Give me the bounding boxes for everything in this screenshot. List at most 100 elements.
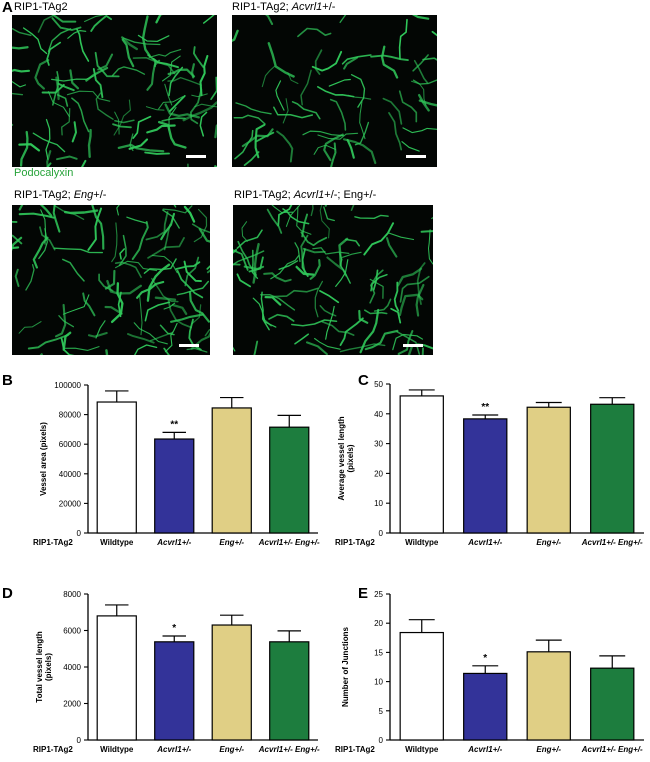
vessel-segment [339, 15, 347, 24]
vessel-segment [421, 347, 424, 355]
y-tick-label: 20000 [59, 499, 82, 508]
vessel-segment [253, 340, 259, 355]
vessel-segment [273, 106, 314, 119]
vessel-segment [114, 119, 135, 124]
panel-letter-a: A [2, 0, 13, 16]
vessel-segment [87, 128, 92, 158]
y-tick-label: 8000 [63, 590, 81, 599]
vessel-segment [392, 333, 424, 351]
x-tick-label: Acvrl1+/- Eng+/- [258, 745, 320, 754]
vessel-segment [305, 341, 328, 355]
vessel-segment [396, 330, 421, 355]
vessel-segment [203, 15, 215, 24]
genotype-row-label: RIP1-TAg2 [33, 745, 73, 754]
vessel-segment [12, 221, 18, 223]
vessel-segment [171, 303, 188, 316]
vessel-segment [117, 143, 165, 153]
vessel-segment [323, 133, 344, 162]
vessel-segment [62, 294, 90, 315]
x-tick-label: Acvrl1+/- [467, 538, 502, 547]
y-tick-label: 5 [379, 707, 384, 716]
vessel-segment [175, 261, 201, 270]
vessel-segment [206, 269, 210, 274]
vessel-segment [235, 102, 272, 115]
y-tick-label: 100000 [54, 381, 81, 390]
chart-total-vessel-length: 0 2000 4000 6000 8000 Total vessel length(pix… [33, 590, 320, 754]
x-tick-label: Acvrl1+/- Eng+/- [581, 538, 643, 547]
vessel-segment [325, 305, 335, 340]
vessel-segment [214, 165, 217, 167]
vessel-segment [399, 275, 430, 303]
vessel-segment [214, 124, 217, 139]
vessel-segment [114, 111, 120, 135]
vessel-segment [90, 15, 113, 32]
vessel-segment [12, 236, 23, 251]
vessel-segment [121, 38, 135, 68]
vessel-segment [302, 247, 326, 254]
vessel-segment [12, 68, 30, 73]
vessel-segment [25, 264, 35, 291]
vessel-segment [326, 256, 348, 277]
vessel-segment [112, 123, 132, 129]
vessel-segment [232, 29, 239, 43]
significance-marker: ** [170, 419, 178, 430]
vessel-segment [420, 230, 433, 233]
y-tick-label: 0 [77, 736, 82, 745]
vessel-segment [168, 66, 184, 97]
vessel-segment [12, 92, 24, 96]
vessel-segment [80, 159, 87, 167]
vessel-segment [155, 15, 163, 24]
y-tick-label: 40 [374, 410, 383, 419]
vessel-segment [328, 78, 351, 87]
vessel-segment [417, 93, 430, 112]
bar [154, 641, 195, 741]
vessel-segment [248, 256, 264, 273]
vessel-segment [310, 205, 314, 217]
vessel-segment [418, 99, 437, 107]
vessel-segment [346, 138, 355, 159]
vessel-segment [282, 98, 289, 124]
vessel-segment [267, 42, 295, 78]
bar [154, 438, 195, 534]
bar [269, 641, 310, 741]
vessel-segment [317, 132, 359, 140]
vessel-segment [199, 54, 209, 97]
vessel-segment [192, 46, 205, 68]
micrograph-title-double: RIP1-TAg2; Acvrl1+/-; Eng+/- [234, 189, 377, 201]
x-tick-label: Eng+/- [536, 745, 561, 754]
vessel-segment [12, 246, 20, 250]
y-tick-label: 0 [379, 736, 384, 745]
x-tick-label: Eng+/- [536, 538, 561, 547]
vessel-segment [58, 315, 75, 328]
vessel-segment [61, 107, 71, 136]
vessel-segment [32, 132, 66, 153]
micrograph-title-acvrl1: RIP1-TAg2; Acvrl1+/- [232, 1, 336, 13]
vessel-segment [163, 347, 170, 355]
vessel-segment [393, 281, 400, 312]
bar [399, 395, 444, 534]
significance-marker: * [483, 653, 487, 664]
vessel-segment [54, 303, 67, 338]
vessel-segment [359, 308, 380, 354]
vessel-segment [115, 260, 158, 272]
vessel-segment [413, 59, 429, 84]
vessel-segment [91, 205, 105, 250]
vessel-segment [301, 248, 309, 277]
panel-letter-c: C [358, 372, 369, 389]
vessel-segment [176, 269, 204, 299]
y-axis-label: Number of Junctions [341, 626, 350, 707]
vessel-segment [148, 49, 182, 58]
vessel-segment [154, 296, 177, 301]
vessel-segment [55, 76, 60, 101]
vessel-segment [45, 118, 51, 160]
vessel-segment [380, 45, 399, 79]
y-tick-label: 30 [374, 440, 383, 449]
vessel-segment [56, 94, 69, 107]
vessel-segment [120, 36, 138, 51]
vessel-segment [57, 82, 75, 92]
vessel-segment [291, 319, 338, 327]
vessel-segment [296, 206, 312, 235]
vessel-segment [411, 15, 430, 20]
vessel-segment [427, 229, 433, 265]
significance-marker: * [172, 623, 176, 634]
